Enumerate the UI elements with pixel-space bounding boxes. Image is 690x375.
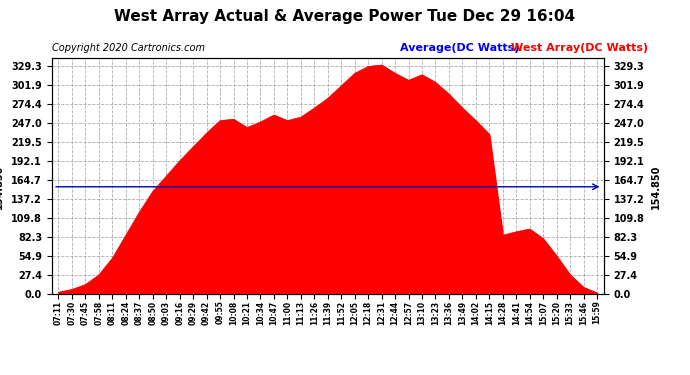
- Text: Average(DC Watts): Average(DC Watts): [400, 43, 520, 53]
- Text: 154.850: 154.850: [651, 165, 661, 209]
- Text: Copyright 2020 Cartronics.com: Copyright 2020 Cartronics.com: [52, 43, 205, 53]
- Text: 154.850: 154.850: [0, 165, 4, 209]
- Text: West Array(DC Watts): West Array(DC Watts): [511, 43, 648, 53]
- Text: West Array Actual & Average Power Tue Dec 29 16:04: West Array Actual & Average Power Tue De…: [115, 9, 575, 24]
